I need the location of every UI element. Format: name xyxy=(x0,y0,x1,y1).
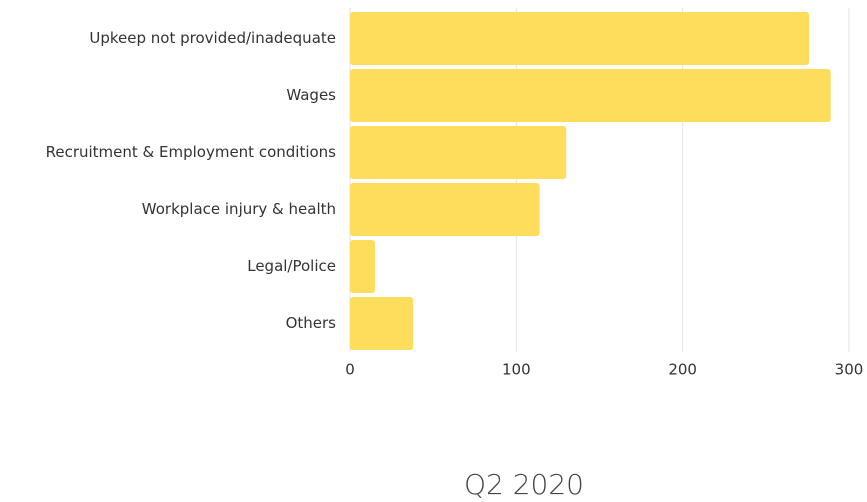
y-tick-label: Wages xyxy=(286,86,336,104)
bar xyxy=(350,125,567,180)
x-tick-label: 300 xyxy=(835,361,864,379)
x-tick-label: 100 xyxy=(502,361,531,379)
x-tick-label: 0 xyxy=(345,361,355,379)
bar xyxy=(350,239,375,294)
y-tick-label: Upkeep not provided/inadequate xyxy=(89,29,336,47)
y-tick-label: Recruitment & Employment conditions xyxy=(46,143,337,161)
bar xyxy=(350,296,414,351)
chart-title: Q2 2020 xyxy=(464,468,584,501)
bar xyxy=(350,182,540,237)
y-tick-label: Workplace injury & health xyxy=(142,200,336,218)
y-tick-label: Legal/Police xyxy=(247,257,336,275)
bar xyxy=(350,68,831,123)
x-tick-label: 200 xyxy=(668,361,697,379)
y-tick-label: Others xyxy=(286,314,337,332)
bar xyxy=(350,11,810,66)
